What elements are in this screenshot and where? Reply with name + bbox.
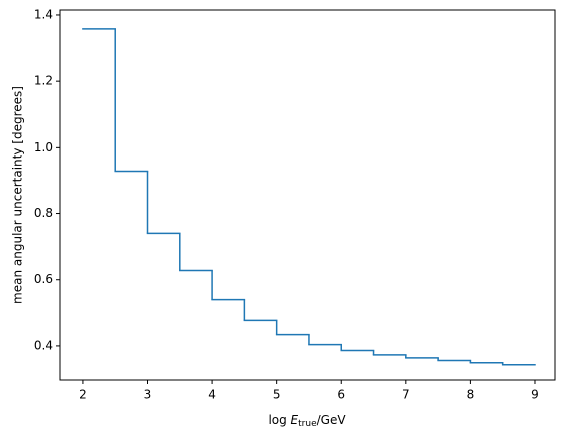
x-axis-label: log Etrue/GeV [268,413,346,429]
x-tick-label: 6 [337,388,345,402]
x-tick-label: 3 [144,388,152,402]
x-tick-label: 4 [208,388,216,402]
y-tick-label: 0.6 [34,272,53,286]
y-tick-label: 0.8 [34,206,53,220]
y-tick-label: 1.2 [34,74,53,88]
x-tick-label: 5 [273,388,281,402]
x-tick-label: 9 [531,388,539,402]
x-label-part: /GeV [317,413,347,427]
y-axis-label: mean angular uncertainty [degrees] [11,86,25,304]
x-tick-label: 8 [467,388,475,402]
x-label-part: E [291,413,299,427]
plot-frame [59,9,556,381]
x-label-part: log [268,413,290,427]
y-tick-label: 1.4 [34,7,53,21]
x-tick-label: 7 [402,388,410,402]
x-tick-label: 2 [79,388,87,402]
x-label-part: true [298,419,317,429]
y-tick-label: 0.4 [34,338,53,352]
y-tick-label: 1.0 [34,140,53,154]
